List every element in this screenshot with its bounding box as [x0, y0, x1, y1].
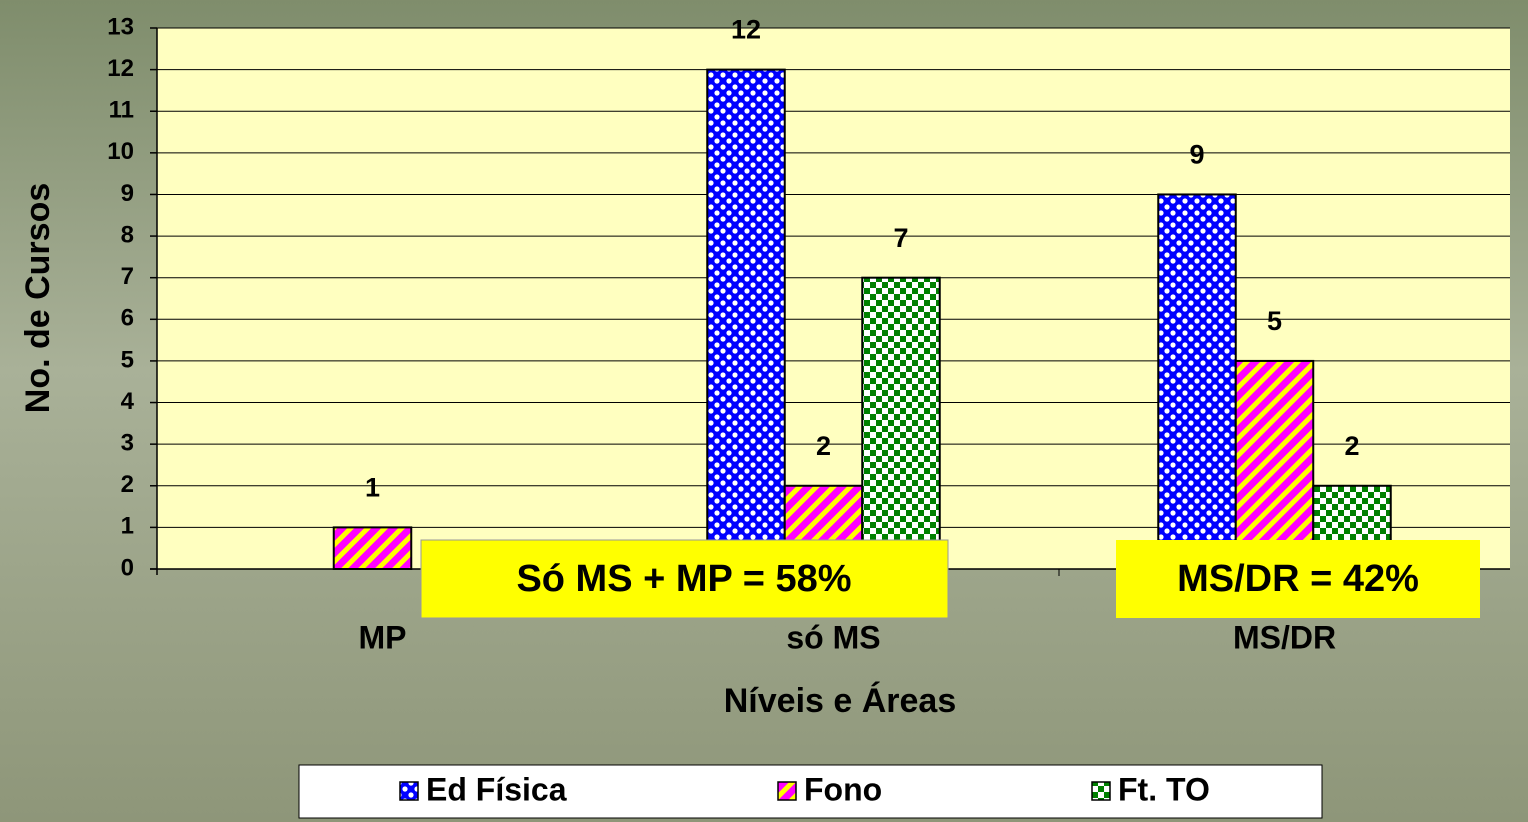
y-tick-label: 6: [121, 305, 134, 332]
legend: [298, 764, 1323, 819]
legend-swatch: [777, 781, 797, 801]
value-label: 1: [365, 473, 380, 503]
y-tick-label: 9: [121, 180, 134, 207]
annotation-box: [420, 539, 949, 619]
x-axis-title: Níveis e Áreas: [724, 682, 957, 720]
bar: [332, 526, 413, 571]
legend-label: Ft. TO: [1118, 771, 1210, 807]
legend-swatch: [1091, 781, 1111, 801]
y-tick-label: 0: [121, 554, 134, 581]
y-tick-label: 4: [121, 388, 135, 415]
x-tick-label: MS/DR: [1233, 619, 1336, 655]
x-tick-label: só MS: [786, 619, 880, 655]
bar: [861, 276, 941, 570]
legend-label: Fono: [804, 771, 882, 807]
y-axis-title: No. de Cursos: [19, 183, 57, 413]
y-tick-label: 10: [107, 138, 134, 165]
x-tick-label: MP: [359, 619, 407, 655]
bar: [706, 68, 786, 570]
y-tick-label: 11: [109, 97, 134, 124]
y-tick-label: 8: [121, 221, 134, 248]
y-tick-label: 7: [121, 263, 134, 290]
y-tick-label: 3: [121, 429, 134, 456]
y-tick-label: 13: [107, 13, 134, 40]
y-tick-label: 12: [107, 55, 134, 82]
y-tick-label: 1: [121, 513, 134, 540]
y-tick-label: 5: [121, 346, 134, 373]
value-label: 7: [893, 223, 908, 253]
value-label: 5: [1267, 306, 1282, 336]
legend-swatch: [399, 781, 419, 801]
annotation-box: [1116, 540, 1480, 618]
legend-label: Ed Física: [426, 771, 567, 807]
y-tick-label: 2: [121, 471, 134, 498]
annotation: Só MS + MP = 58%: [516, 558, 851, 600]
bar: [1157, 193, 1237, 570]
annotation: MS/DR = 42%: [1177, 558, 1419, 600]
value-label: 2: [1344, 431, 1359, 461]
value-label: 9: [1189, 140, 1204, 170]
value-label: 12: [731, 15, 761, 45]
bar: [1234, 359, 1315, 570]
value-label: 2: [816, 431, 831, 461]
